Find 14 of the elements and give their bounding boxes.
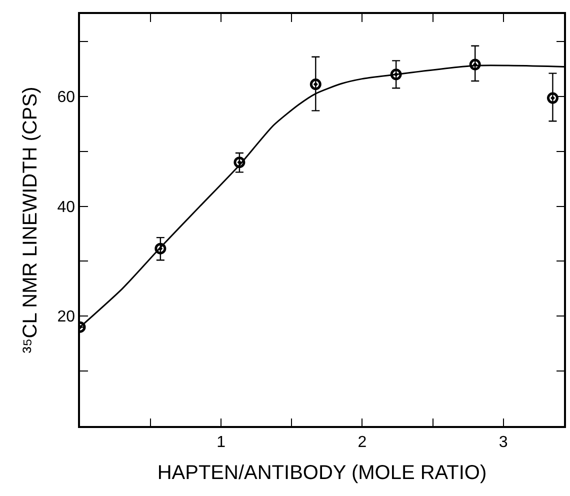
point <box>390 68 402 80</box>
x-tick-label: 1 <box>216 434 226 451</box>
y-tick-label: 20 <box>57 308 76 326</box>
y-tick-label: 60 <box>57 89 76 106</box>
point <box>234 156 246 168</box>
point <box>154 242 166 254</box>
point <box>469 58 481 70</box>
y-axis-title: ³⁵CL NMR LINEWIDTH (CPS) <box>19 86 42 354</box>
x-tick-label: 2 <box>358 434 367 451</box>
y-tick-label: 40 <box>57 198 76 216</box>
point <box>546 92 558 104</box>
x-axis-title: HAPTEN/ANTIBODY (MOLE RATIO) <box>157 462 487 484</box>
x-tick-label: 3 <box>498 434 508 451</box>
point <box>310 78 322 90</box>
